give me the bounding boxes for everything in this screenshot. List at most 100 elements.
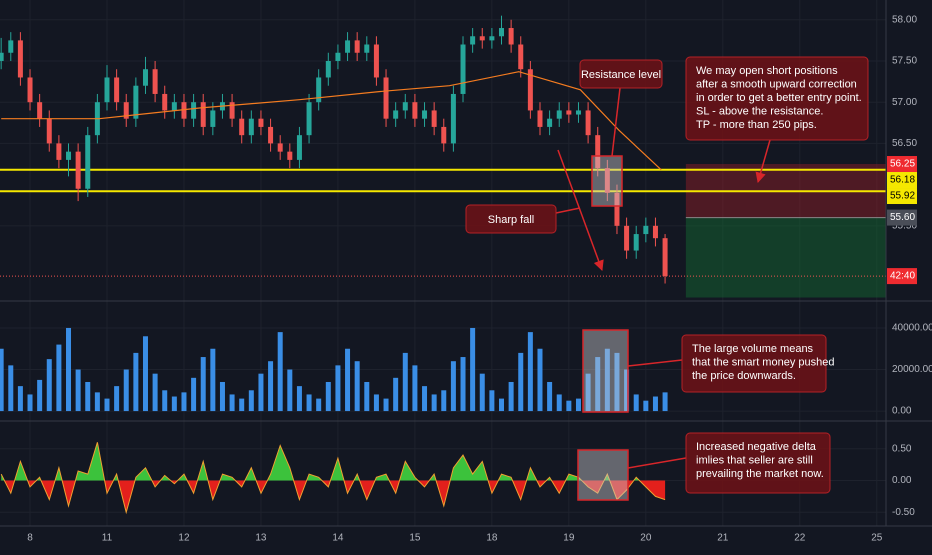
candle-body xyxy=(518,44,524,70)
candle-body xyxy=(441,126,447,144)
volume-bar xyxy=(123,369,129,412)
x-tick-label: 12 xyxy=(178,533,190,544)
price-label: 55.60 xyxy=(890,212,915,223)
volume-bar xyxy=(162,390,168,412)
candle-body xyxy=(422,110,428,119)
volume-bar xyxy=(537,348,543,412)
candle-body xyxy=(527,69,533,111)
candle-body xyxy=(575,110,581,115)
volume-bar xyxy=(181,392,187,412)
annotation-text: in order to get a better entry point. xyxy=(696,92,862,104)
y-tick-label: 20000.00 xyxy=(892,364,932,375)
volume-bar xyxy=(499,398,505,412)
candle-body xyxy=(662,238,668,277)
y-tick-label: 0.00 xyxy=(892,406,912,417)
volume-bar xyxy=(441,390,447,412)
candle-body xyxy=(75,151,81,189)
volume-bar xyxy=(547,381,553,412)
volume-bar xyxy=(104,398,110,412)
candle-body xyxy=(142,69,148,86)
candle-body xyxy=(239,118,245,136)
candle-body xyxy=(37,102,43,119)
volume-bar xyxy=(345,348,351,412)
volume-bar xyxy=(239,398,245,412)
volume-bar xyxy=(614,352,620,412)
volume-bar xyxy=(566,400,572,412)
y-tick-label: 58.00 xyxy=(892,14,917,25)
price-label-bg xyxy=(887,188,917,205)
candle-body xyxy=(248,118,254,136)
volume-bar xyxy=(316,398,322,412)
candle-body xyxy=(181,102,187,119)
candle-body xyxy=(325,60,331,78)
volume-bar xyxy=(17,386,23,412)
annotation-text: after a smooth upward correction xyxy=(696,79,857,91)
volume-bar xyxy=(595,357,601,412)
annotation-arrow xyxy=(611,87,621,157)
price-label: 56.25 xyxy=(890,159,915,170)
candle-body xyxy=(316,77,322,103)
annotation-text: Sharp fall xyxy=(488,214,534,226)
candle-body xyxy=(547,118,553,127)
target-zone xyxy=(685,217,886,298)
highlight-box xyxy=(582,329,629,413)
x-tick-label: 18 xyxy=(486,533,498,544)
x-tick-label: 15 xyxy=(409,533,421,544)
volume-bar xyxy=(171,396,177,412)
volume-bar xyxy=(114,386,120,412)
annotation-box xyxy=(685,432,831,494)
y-tick-label: 40000.00 xyxy=(892,323,932,334)
annotation-text: Resistance level xyxy=(581,69,661,81)
volume-bar xyxy=(37,379,43,412)
candle-body xyxy=(402,102,408,111)
annotation: The large volume means that the smart mon… xyxy=(681,334,834,393)
volume-bar xyxy=(470,327,476,412)
candle-body xyxy=(556,110,562,119)
candle-body xyxy=(210,110,216,127)
volume-bar xyxy=(364,381,370,412)
candle-body xyxy=(268,126,274,144)
candle-body xyxy=(104,77,110,103)
annotation-arrow xyxy=(627,457,687,469)
x-tick-label: 19 xyxy=(563,533,575,544)
price-label-bg xyxy=(887,209,917,226)
volume-bar xyxy=(142,336,148,412)
overlay-layer: Resistance level Sharp fall We may open sh… xyxy=(465,56,869,501)
price-label: 42:40 xyxy=(890,271,915,282)
annotation-text: that the smart money pushed xyxy=(692,357,834,369)
volume-bar xyxy=(46,359,52,412)
annotation-arrow xyxy=(755,139,771,184)
y-tick-label: 0.50 xyxy=(892,443,912,454)
price-label: 55.92 xyxy=(890,191,915,202)
volume-bar xyxy=(393,377,399,412)
volume-bar xyxy=(94,392,100,412)
volume-bar xyxy=(268,361,274,412)
y-tick-label: 56.50 xyxy=(892,138,917,149)
volume-bar xyxy=(277,332,283,412)
candle-body xyxy=(287,151,293,160)
candle-body xyxy=(345,40,351,53)
annotation-text: SL - above the resistance. xyxy=(696,106,823,118)
volume-bar xyxy=(8,365,14,412)
moving-average xyxy=(1,71,662,171)
x-tick-label: 8 xyxy=(27,533,33,544)
volume-bar xyxy=(556,394,562,412)
candle-body xyxy=(85,135,91,189)
candle-body xyxy=(479,36,485,41)
volume-bar xyxy=(604,348,610,412)
candle-body xyxy=(604,168,610,193)
y-tick-label: 57.00 xyxy=(892,97,917,108)
candle-body xyxy=(46,118,52,144)
volume-bar xyxy=(383,398,389,412)
volume-bar xyxy=(460,357,466,412)
candle-body xyxy=(633,234,639,251)
annotation-arrow xyxy=(627,359,683,367)
candle-body xyxy=(393,110,399,119)
candle-body xyxy=(643,225,649,235)
volume-bar xyxy=(643,400,649,412)
candle-body xyxy=(489,36,495,41)
volume-bar xyxy=(258,373,264,412)
volume-bar xyxy=(450,361,456,412)
candle-body xyxy=(595,135,601,169)
